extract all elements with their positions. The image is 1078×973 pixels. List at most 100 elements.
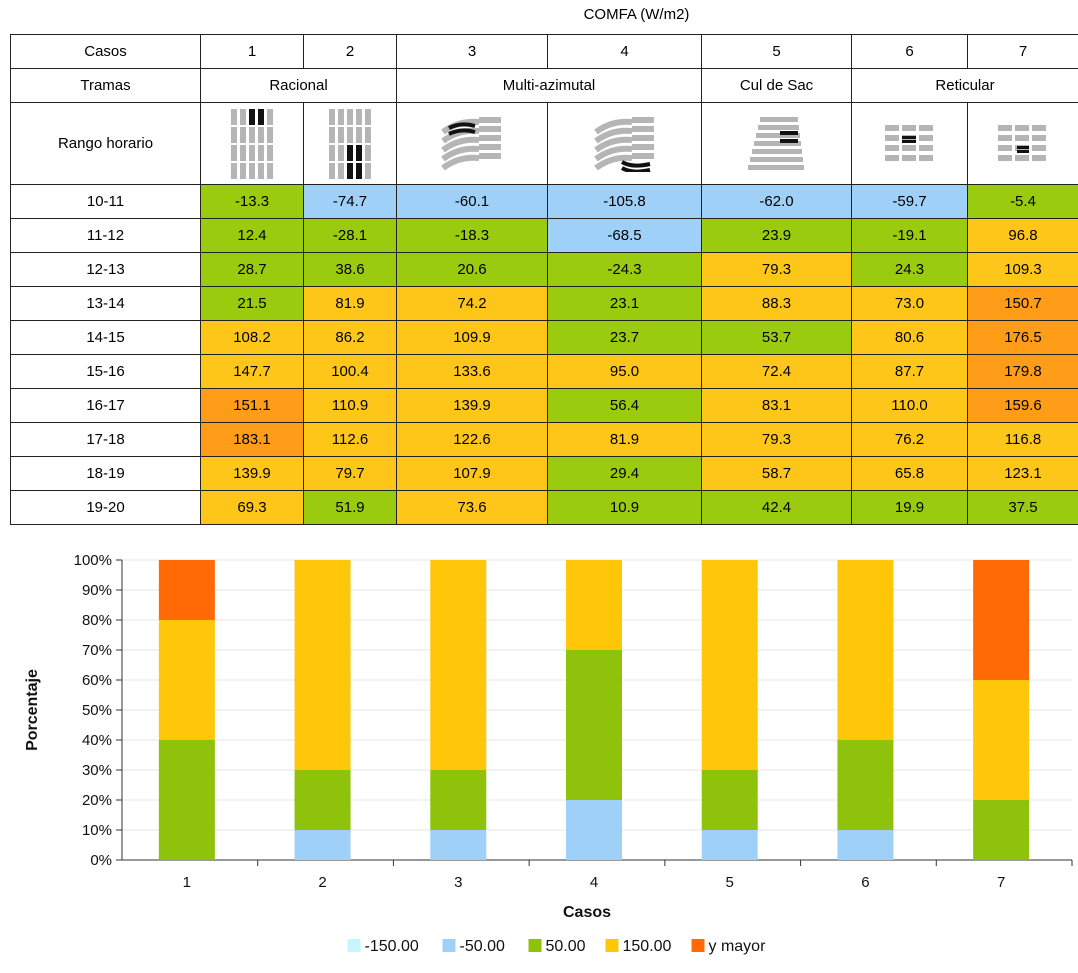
comfa-value: 58.7 [701, 456, 852, 491]
comfa-value: 20.6 [396, 252, 548, 287]
racional-bottom-icon [304, 103, 396, 184]
comfa-value: 79.3 [701, 252, 852, 287]
legend-label: -150.00 [365, 938, 419, 955]
bar-segment [566, 560, 622, 650]
comfa-value: -60.1 [396, 184, 548, 219]
x-tick-label: 3 [454, 874, 462, 891]
table-title: COMFA (W/m2) [583, 6, 690, 23]
comfa-value: 24.3 [851, 252, 968, 287]
hour-range: 12-13 [10, 252, 201, 287]
bar-segment [566, 650, 622, 800]
comfa-value: 56.4 [547, 388, 702, 423]
icon-cell [701, 102, 852, 185]
y-tick-label: 0% [90, 852, 112, 869]
reticular-center-icon [852, 103, 967, 184]
y-tick-label: 50% [82, 702, 112, 719]
multiazimutal-bottom-icon [548, 103, 701, 184]
bar-segment [837, 830, 894, 860]
y-tick-label: 20% [82, 792, 112, 809]
comfa-value: 29.4 [547, 456, 702, 491]
comfa-table: Casos 1 2 3 4 5 6 7 Tramas Racional Multi-azimutal… [10, 34, 1078, 525]
case-number: 5 [701, 34, 852, 69]
hour-range: 15-16 [10, 354, 201, 389]
comfa-value: 23.9 [701, 218, 852, 253]
comfa-value: -24.3 [547, 252, 702, 287]
multiazimutal-top-icon [397, 103, 547, 184]
comfa-value: 51.9 [303, 490, 397, 525]
comfa-value: 122.6 [396, 422, 548, 457]
bar-segment [158, 560, 215, 620]
comfa-value: 12.4 [200, 218, 304, 253]
comfa-value: 19.9 [851, 490, 968, 525]
y-tick-label: 90% [82, 582, 112, 599]
hour-range: 11-12 [10, 218, 201, 253]
comfa-value: 107.9 [396, 456, 548, 491]
table-row: 18-19 139.9 79.7 107.9 29.4 58.7 65.8 123.1 [10, 456, 1078, 491]
bar-segment [701, 830, 758, 860]
trama-name: Reticular [851, 68, 1078, 103]
y-tick-label: 10% [82, 822, 112, 839]
casos-row: Casos 1 2 3 4 5 6 7 [10, 34, 1078, 69]
comfa-value: -105.8 [547, 184, 702, 219]
legend-label: 50.00 [546, 938, 586, 955]
comfa-value: 37.5 [967, 490, 1078, 525]
legend-swatch [605, 939, 619, 952]
case-number: 7 [967, 34, 1078, 69]
trama-name: Multi-azimutal [396, 68, 702, 103]
comfa-value: 133.6 [396, 354, 548, 389]
comfa-value: 23.7 [547, 320, 702, 355]
comfa-value: 76.2 [851, 422, 968, 457]
comfa-value: 183.1 [200, 422, 304, 457]
comfa-value: 110.0 [851, 388, 968, 423]
comfa-value: 65.8 [851, 456, 968, 491]
comfa-value: 176.5 [967, 320, 1078, 355]
hour-range: 18-19 [10, 456, 201, 491]
comfa-value: 81.9 [547, 422, 702, 457]
legend-label: y mayor [709, 938, 767, 955]
comfa-value: -68.5 [547, 218, 702, 253]
comfa-value: -74.7 [303, 184, 397, 219]
comfa-value: 79.3 [701, 422, 852, 457]
y-tick-label: 30% [82, 762, 112, 779]
reticular-right-icon [968, 103, 1078, 184]
comfa-value: 109.3 [967, 252, 1078, 287]
bar-segment [837, 560, 894, 740]
y-tick-label: 80% [82, 612, 112, 629]
comfa-value: 147.7 [200, 354, 304, 389]
case-number: 2 [303, 34, 397, 69]
table-row: 10-11 -13.3 -74.7 -60.1 -105.8 -62.0 -59.7 -5.4 [10, 184, 1078, 219]
hour-range: 16-17 [10, 388, 201, 423]
comfa-value: 95.0 [547, 354, 702, 389]
case-number: 3 [396, 34, 548, 69]
comfa-value: 96.8 [967, 218, 1078, 253]
comfa-value: -59.7 [851, 184, 968, 219]
x-tick-label: 6 [861, 874, 869, 891]
icon-cell [967, 102, 1078, 185]
comfa-value: 100.4 [303, 354, 397, 389]
legend-swatch [442, 939, 456, 952]
comfa-value: 116.8 [967, 422, 1078, 457]
comfa-value: 53.7 [701, 320, 852, 355]
comfa-value: 10.9 [547, 490, 702, 525]
comfa-value: 21.5 [200, 286, 304, 321]
bar-segment [294, 560, 351, 770]
rango-horario-row: Rango horario [10, 102, 1078, 185]
table-row: 17-18 183.1 112.6 122.6 81.9 79.3 76.2 116.8 [10, 422, 1078, 457]
bar-segment [566, 800, 622, 860]
bar-segment [837, 740, 894, 830]
y-tick-label: 60% [82, 672, 112, 689]
y-tick-label: 100% [74, 552, 112, 569]
x-tick-label: 7 [997, 874, 1005, 891]
bar-segment [294, 830, 351, 860]
x-tick-label: 5 [726, 874, 734, 891]
x-axis-title: Casos [563, 904, 611, 921]
comfa-value: 23.1 [547, 286, 702, 321]
table-row: 16-17 151.1 110.9 139.9 56.4 83.1 110.0 159.6 [10, 388, 1078, 423]
comfa-value: 87.7 [851, 354, 968, 389]
comfa-value: 123.1 [967, 456, 1078, 491]
comfa-value: -13.3 [200, 184, 304, 219]
comfa-value: -28.1 [303, 218, 397, 253]
table-row: 19-20 69.3 51.9 73.6 10.9 42.4 19.9 37.5 [10, 490, 1078, 525]
comfa-value: 74.2 [396, 286, 548, 321]
comfa-value: 73.6 [396, 490, 548, 525]
